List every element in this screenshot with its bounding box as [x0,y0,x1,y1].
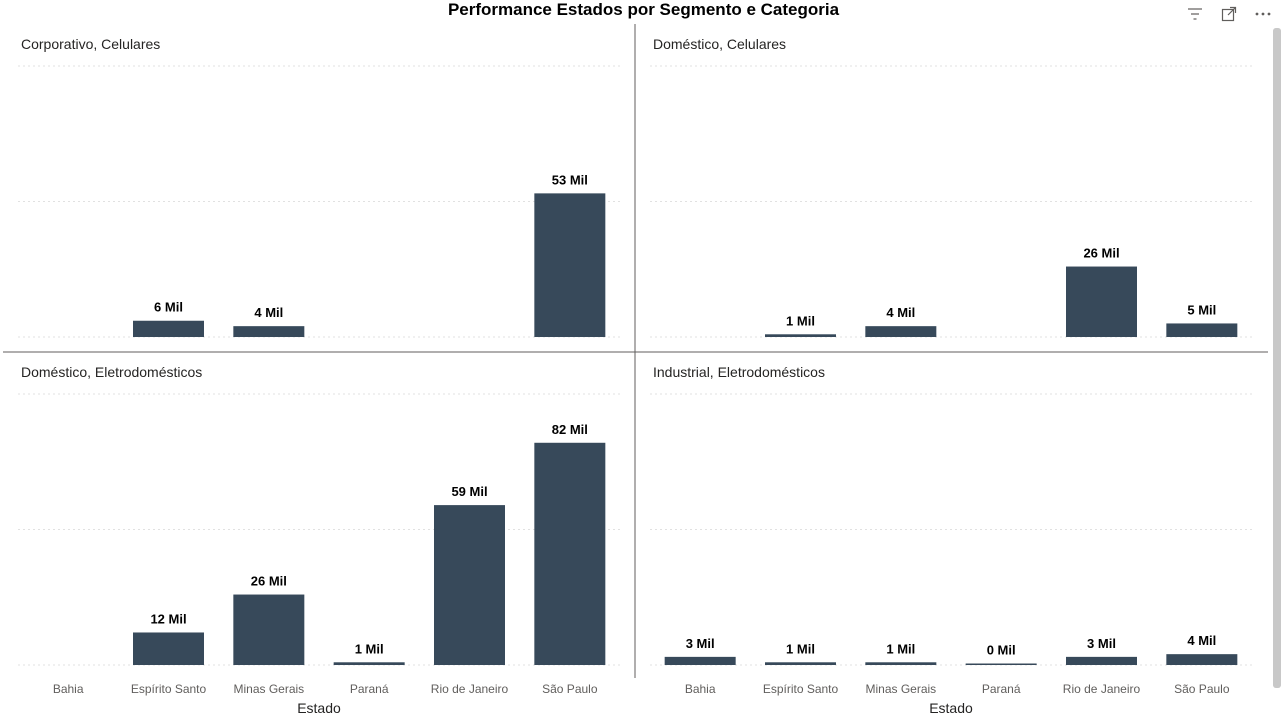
x-tick-label: Espírito Santo [763,682,839,696]
chart-title: Performance Estados por Segmento e Categ… [447,0,840,19]
filter-icon[interactable] [1185,4,1205,24]
data-label: 1 Mil [786,641,815,656]
bar[interactable] [333,662,405,665]
x-tick-label: Minas Gerais [865,682,936,696]
data-label: 1 Mil [886,641,915,656]
bar[interactable] [133,632,204,665]
x-tick-label: Bahia [53,682,84,696]
bar[interactable] [434,505,505,665]
data-label: 82 Mil [552,422,588,437]
x-tick-label: São Paulo [542,682,598,696]
data-label: 12 Mil [150,611,186,626]
bar[interactable] [233,594,305,665]
more-options-icon[interactable] [1253,4,1273,24]
visual-header [1185,4,1273,24]
panel-title: Doméstico, Eletrodomésticos [21,364,202,380]
data-label: 3 Mil [1087,636,1116,651]
panel-title: Doméstico, Celulares [653,36,786,52]
bar[interactable] [865,662,937,665]
data-label: 4 Mil [254,305,283,320]
data-label: 1 Mil [786,313,815,328]
bar[interactable] [1066,266,1137,337]
panel-title: Corporativo, Celulares [21,36,160,52]
bar[interactable] [965,663,1037,666]
x-tick-label: Paraná [982,682,1021,696]
focus-mode-icon[interactable] [1219,4,1239,24]
scrollbar-thumb[interactable] [1273,28,1281,688]
x-tick-label: Paraná [350,682,389,696]
bar[interactable] [133,320,204,337]
x-tick-label: São Paulo [1174,682,1230,696]
vertical-scrollbar[interactable] [1273,28,1281,688]
data-label: 6 Mil [154,300,183,315]
data-label: 5 Mil [1187,302,1216,317]
x-axis-title: Estado [297,700,341,716]
bar[interactable] [664,656,736,665]
x-axis-title: Estado [929,700,973,716]
data-label: 59 Mil [451,484,487,499]
data-label: 4 Mil [1187,633,1216,648]
bar[interactable] [233,326,305,337]
x-tick-label: Bahia [685,682,716,696]
data-label: 0 Mil [987,643,1016,658]
panel-title: Industrial, Eletrodomésticos [653,364,825,380]
data-label: 1 Mil [355,641,384,656]
bar[interactable] [534,442,606,665]
data-label: 4 Mil [886,305,915,320]
x-tick-label: Espírito Santo [131,682,207,696]
x-tick-label: Minas Gerais [233,682,304,696]
x-tick-label: Rio de Janeiro [431,682,509,696]
bar[interactable] [1166,654,1238,665]
data-label: 26 Mil [1083,246,1119,261]
bar[interactable] [534,193,606,337]
x-tick-label: Rio de Janeiro [1063,682,1141,696]
bar[interactable] [1166,323,1238,337]
bar[interactable] [1066,656,1137,665]
bar[interactable] [765,662,836,665]
bar[interactable] [765,334,836,337]
data-label: 3 Mil [686,636,715,651]
data-label: 53 Mil [552,172,588,187]
bar[interactable] [865,326,937,337]
data-label: 26 Mil [251,574,287,589]
